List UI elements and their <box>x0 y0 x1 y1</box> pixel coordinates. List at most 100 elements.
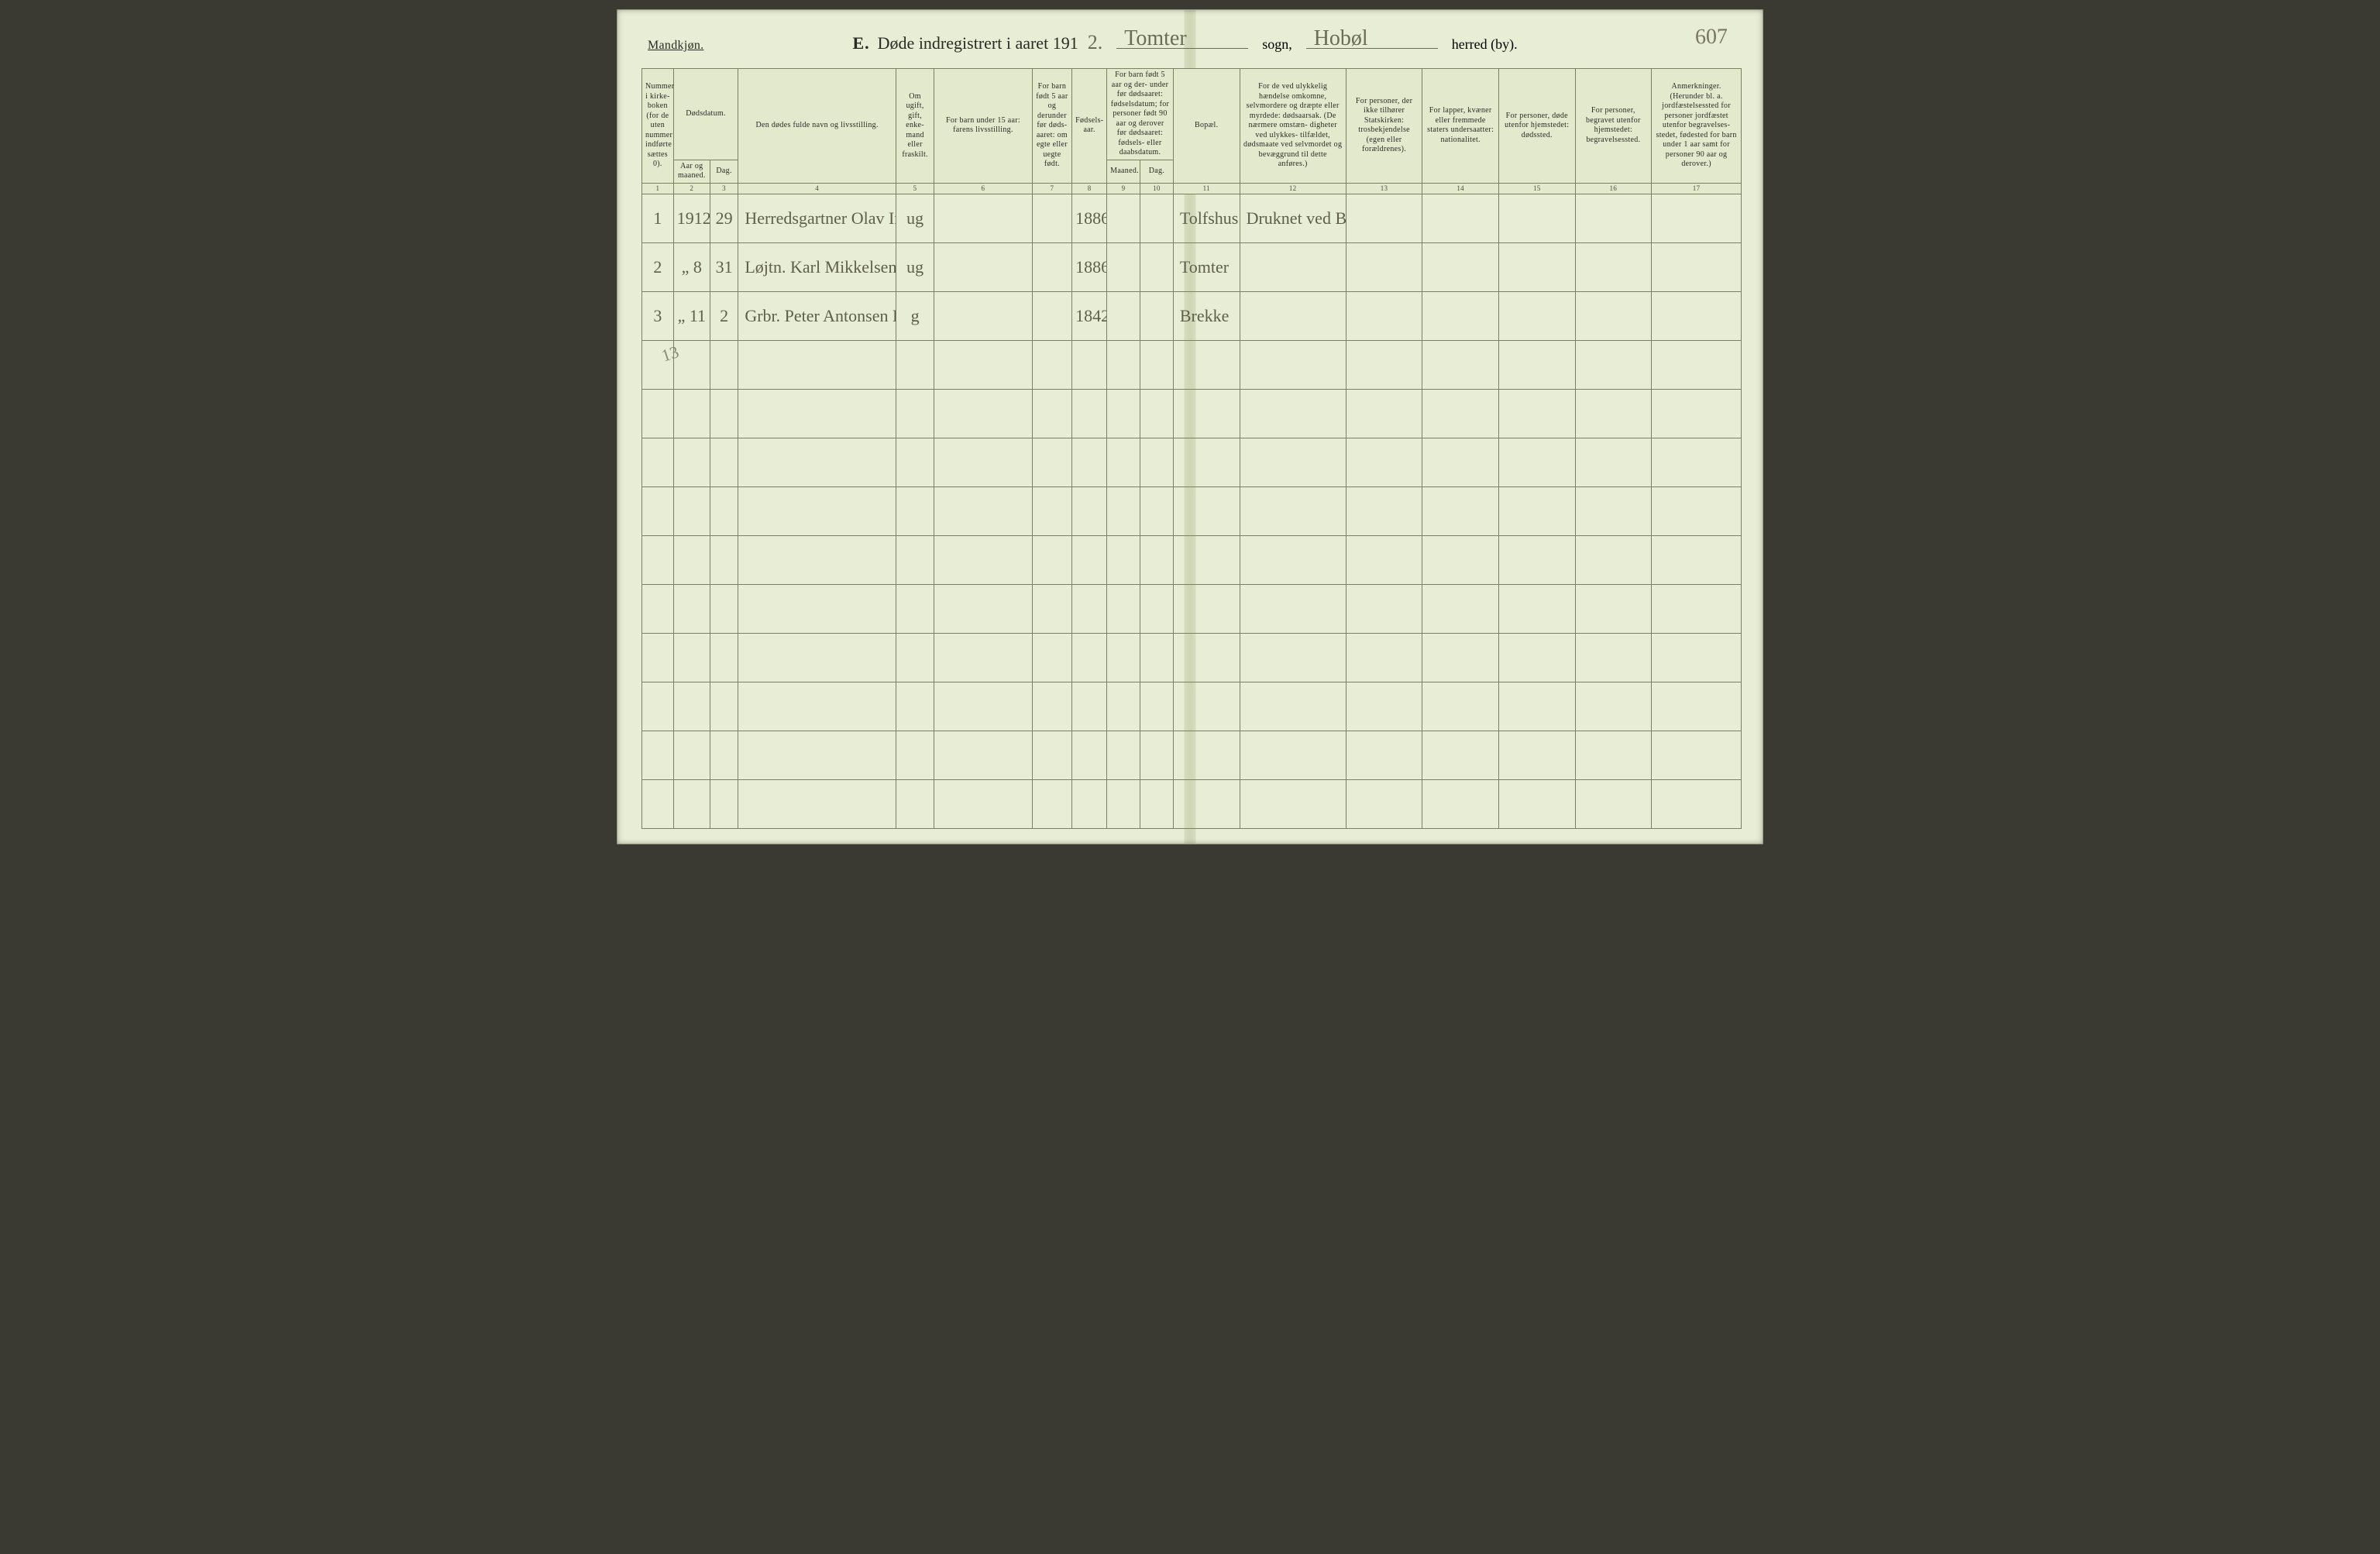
cell-anm <box>1652 242 1742 291</box>
cell-empty <box>1422 389 1499 438</box>
cell-empty <box>896 682 934 731</box>
sogn-value: Tomter <box>1124 26 1186 51</box>
cell-empty <box>1498 389 1575 438</box>
col-header: Anmerkninger. (Herunder bl. a. jordfæste… <box>1652 69 1742 184</box>
cell-empty <box>1575 535 1652 584</box>
cell-empty <box>1140 682 1173 731</box>
cell-bsted <box>1575 291 1652 340</box>
cell-empty <box>1652 731 1742 779</box>
cell-empty <box>1240 633 1346 682</box>
cell-empty <box>1346 389 1422 438</box>
cell-empty <box>1032 486 1071 535</box>
cell-empty <box>1346 486 1422 535</box>
col-header: For barn under 15 aar: farens livsstilli… <box>934 69 1032 184</box>
cell-empty <box>710 584 738 633</box>
col-number: 5 <box>896 183 934 194</box>
cell-empty <box>1652 438 1742 486</box>
cell-empty <box>1140 779 1173 828</box>
col-number: 12 <box>1240 183 1346 194</box>
cell-empty <box>1498 340 1575 389</box>
col-header: For de ved ulykkelig hændelse omkomne, s… <box>1240 69 1346 184</box>
cell-navn: Herredsgartner Olav Ingolf Risborg <box>738 194 896 242</box>
cell-tros <box>1346 194 1422 242</box>
cell-empty <box>1575 584 1652 633</box>
cell-faar: 1886 <box>1072 242 1107 291</box>
column-number-row: 1 2 3 4 5 6 7 8 9 10 11 12 13 14 15 16 1… <box>642 183 1742 194</box>
col-number: 9 <box>1107 183 1140 194</box>
cell-empty <box>896 584 934 633</box>
cell-empty <box>738 438 896 486</box>
cell-dag: 2 <box>710 291 738 340</box>
herred-value: Hobøl <box>1314 26 1368 51</box>
cell-empty <box>1032 535 1071 584</box>
title-prefix: E. <box>852 33 869 53</box>
cell-bsted <box>1575 194 1652 242</box>
table-body: 11912-629Herredsgartner Olav Ingolf Risb… <box>642 194 1742 828</box>
col-subheader: Dag. <box>710 160 738 183</box>
cell-empty <box>710 682 738 731</box>
col-header: For lapper, kvæner eller fremmede stater… <box>1422 69 1499 184</box>
cell-empty <box>1173 486 1240 535</box>
cell-aar_mnd: 1912-6 <box>673 194 710 242</box>
cell-empty <box>1072 389 1107 438</box>
cell-empty <box>1575 731 1652 779</box>
cell-empty <box>1652 486 1742 535</box>
cell-aarsak <box>1240 242 1346 291</box>
cell-faar: 1842 <box>1072 291 1107 340</box>
cell-empty <box>673 389 710 438</box>
herred-field: Hobøl <box>1306 31 1438 49</box>
cell-empty <box>934 584 1032 633</box>
cell-empty <box>642 779 674 828</box>
cell-empty <box>642 584 674 633</box>
cell-empty <box>673 535 710 584</box>
col-number: 1 <box>642 183 674 194</box>
table-row: 2„ 831Løjtn. Karl Mikkelsen Fornoug1886T… <box>642 242 1742 291</box>
cell-fdag <box>1140 194 1173 242</box>
cell-empty <box>1346 340 1422 389</box>
cell-empty <box>642 438 674 486</box>
cell-fdag <box>1140 291 1173 340</box>
cell-egte <box>1032 194 1071 242</box>
cell-empty <box>1422 633 1499 682</box>
col-number: 6 <box>934 183 1032 194</box>
cell-aarsak: Druknet ved Bad- ning i Hobølelven <box>1240 194 1346 242</box>
col-header: Den dødes fulde navn og livsstilling. <box>738 69 896 184</box>
cell-empty <box>1240 682 1346 731</box>
cell-empty <box>738 633 896 682</box>
col-number: 7 <box>1032 183 1071 194</box>
cell-empty <box>1173 389 1240 438</box>
cell-tros <box>1346 242 1422 291</box>
cell-empty <box>642 486 674 535</box>
cell-empty <box>1072 340 1107 389</box>
col-number: 16 <box>1575 183 1652 194</box>
cell-empty <box>642 389 674 438</box>
cell-empty <box>642 535 674 584</box>
cell-faren <box>934 194 1032 242</box>
cell-empty <box>710 389 738 438</box>
cell-faren <box>934 291 1032 340</box>
cell-empty <box>1173 682 1240 731</box>
table-row-empty <box>642 779 1742 828</box>
cell-navn: Løjtn. Karl Mikkelsen Forno <box>738 242 896 291</box>
cell-num: 2 <box>642 242 674 291</box>
col-subheader: Aar og maaned. <box>673 160 710 183</box>
cell-empty <box>1032 731 1071 779</box>
herred-label: herred (by). <box>1452 36 1518 53</box>
cell-empty <box>1346 779 1422 828</box>
col-number: 17 <box>1652 183 1742 194</box>
col-header: Om ugift, gift, enke- mand eller fraskil… <box>896 69 934 184</box>
cell-empty <box>896 731 934 779</box>
cell-empty <box>1346 633 1422 682</box>
cell-fdag <box>1140 242 1173 291</box>
cell-empty <box>738 535 896 584</box>
cell-empty <box>934 682 1032 731</box>
cell-empty <box>1032 389 1071 438</box>
ledger-table: Nummer i kirke- boken (for de uten numme… <box>641 68 1742 829</box>
cell-empty <box>1652 535 1742 584</box>
cell-empty <box>896 438 934 486</box>
cell-empty <box>710 731 738 779</box>
gender-label: Mandkjøn. <box>648 39 703 53</box>
page-title: E. Døde indregistrert i aaret 1912. <box>852 31 1102 54</box>
cell-empty <box>896 486 934 535</box>
col-header: Nummer i kirke- boken (for de uten numme… <box>642 69 674 184</box>
